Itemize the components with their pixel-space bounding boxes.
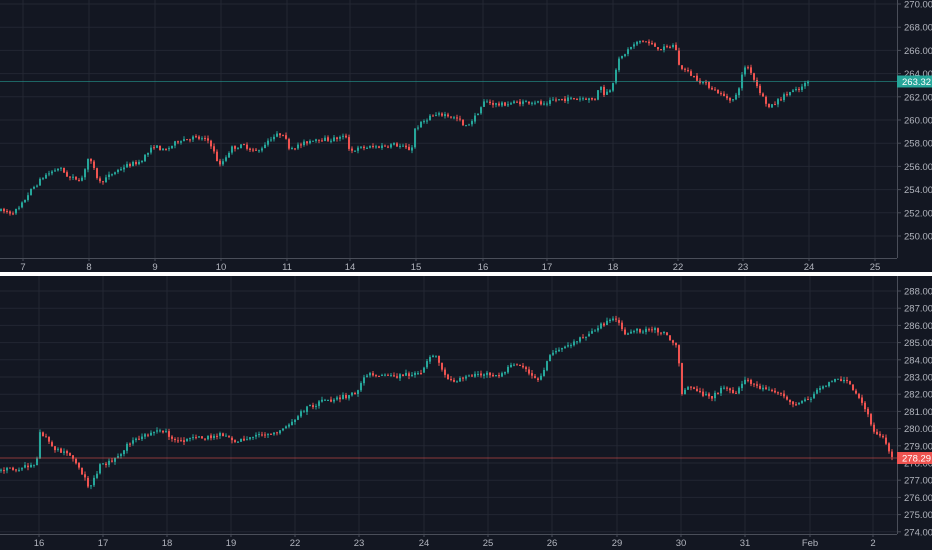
time-tick-label: 14 [345, 262, 356, 272]
time-tick-label: 22 [290, 538, 301, 549]
grid-lines [0, 0, 897, 258]
price-tick-label: 254.00 [904, 185, 932, 196]
price-tick-label: 287.00 [904, 304, 932, 315]
svg-text:278.29: 278.29 [902, 454, 931, 465]
price-tick-label: 268.00 [904, 23, 932, 34]
time-tick-label: 24 [804, 262, 815, 272]
time-tick-label: 25 [870, 262, 881, 272]
time-tick-label: 16 [34, 538, 45, 549]
time-tick-label: 22 [673, 262, 684, 272]
time-tick-label: 7 [20, 262, 25, 272]
price-tick-label: 284.00 [904, 355, 932, 366]
time-tick-label: 15 [411, 262, 422, 272]
pane-separator[interactable] [0, 272, 932, 276]
price-tick-label: 264.00 [904, 69, 932, 80]
bottom-price-chart[interactable]: 288.00 287.00 286.00 285.00 284.00 283.00 282.… [0, 276, 932, 550]
time-tick-label: Feb [802, 538, 818, 549]
price-tick-label: 280.00 [904, 424, 932, 435]
price-tick-label: 281.00 [904, 407, 932, 418]
time-tick-label: 24 [419, 538, 430, 549]
last-price-badge: 278.29 [897, 452, 932, 465]
price-scale[interactable]: 270.00 268.00 266.00 264.00 262.00 260.00 258.… [897, 0, 932, 272]
price-tick-label: 262.00 [904, 92, 932, 103]
price-tick-label: 283.00 [904, 373, 932, 384]
time-tick-label: 31 [740, 538, 751, 549]
price-scale[interactable]: 288.00 287.00 286.00 285.00 284.00 283.00 282.… [897, 276, 932, 550]
price-tick-label: 266.00 [904, 46, 932, 57]
candlestick-series[interactable] [0, 315, 897, 490]
price-tick-label: 260.00 [904, 116, 932, 127]
last-price-badge: 263.32 [897, 75, 932, 88]
time-tick-label: 23 [738, 262, 749, 272]
price-tick-label: 275.00 [904, 510, 932, 521]
price-tick-label: 252.00 [904, 208, 932, 219]
price-tick-label: 288.00 [904, 287, 932, 298]
price-tick-label: 256.00 [904, 162, 932, 173]
time-scale[interactable]: 16 17 18 19 22 23 24 25 26 29 30 31 Feb 2 [0, 534, 897, 550]
price-tick-label: 282.00 [904, 390, 932, 401]
grid-lines [0, 276, 897, 534]
price-tick-label: 270.00 [904, 0, 932, 11]
time-tick-label: 29 [612, 538, 623, 549]
time-tick-label: 9 [152, 262, 157, 272]
time-tick-label: 2 [870, 538, 875, 549]
candlestick-series[interactable] [0, 39, 897, 216]
price-tick-label: 258.00 [904, 139, 932, 150]
time-tick-label: 17 [98, 538, 109, 549]
price-tick-label: 276.00 [904, 493, 932, 504]
time-tick-label: 11 [282, 262, 292, 272]
time-tick-label: 30 [676, 538, 687, 549]
time-tick-label: 16 [478, 262, 489, 272]
time-tick-label: 8 [86, 262, 91, 272]
price-tick-label: 274.00 [904, 527, 932, 538]
price-tick-label: 279.00 [904, 441, 932, 452]
top-price-chart[interactable]: 270.00 268.00 266.00 264.00 262.00 260.00 258.… [0, 0, 932, 272]
price-tick-label: 250.00 [904, 232, 932, 243]
time-tick-label: 25 [483, 538, 494, 549]
time-tick-label: 23 [354, 538, 365, 549]
time-tick-label: 18 [608, 262, 619, 272]
time-tick-label: 17 [542, 262, 553, 272]
time-tick-label: 26 [547, 538, 558, 549]
time-tick-label: 19 [226, 538, 237, 549]
price-tick-label: 277.00 [904, 476, 932, 487]
price-tick-label: 285.00 [904, 338, 932, 349]
time-tick-label: 10 [216, 262, 227, 272]
price-tick-label: 286.00 [904, 321, 932, 332]
time-tick-label: 18 [162, 538, 173, 549]
time-scale[interactable]: 7 8 9 10 11 14 15 16 17 18 22 23 24 25 [0, 258, 897, 272]
svg-text:263.32: 263.32 [902, 77, 931, 88]
